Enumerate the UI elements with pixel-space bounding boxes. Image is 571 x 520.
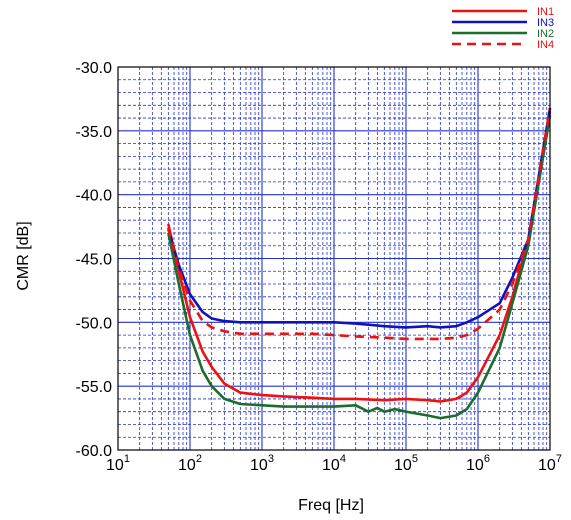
- x-tick-label: 104: [322, 453, 346, 474]
- plot-border: [117, 66, 551, 451]
- x-tick-label: 101: [106, 453, 130, 474]
- legend-label-in1: IN1: [537, 6, 554, 18]
- series-lines: [167, 107, 552, 420]
- legend-label-in3: IN3: [537, 17, 554, 29]
- x-tick-label: 106: [466, 453, 490, 474]
- grid: [118, 67, 550, 450]
- y-tick-label: -50.0: [76, 315, 113, 332]
- legend-label-in4: IN4: [537, 39, 554, 51]
- x-tick-label: 107: [538, 453, 562, 474]
- plot-frame: [117, 66, 551, 451]
- y-tick-label: -55.0: [76, 379, 113, 396]
- x-tick-label: 103: [250, 453, 274, 474]
- y-tick-label: -40.0: [76, 188, 113, 205]
- y-tick-label: -35.0: [76, 124, 113, 141]
- y-tick-label: -60.0: [76, 443, 113, 460]
- series-line-in1: [167, 111, 552, 403]
- x-tick-label: 102: [178, 453, 202, 474]
- legend-label-in2: IN2: [537, 28, 554, 40]
- y-tick-label: -30.0: [76, 60, 113, 77]
- x-axis-label: Freq [Hz]: [298, 497, 364, 514]
- series-line-in3: [167, 107, 552, 329]
- series-line-in4: [167, 108, 552, 341]
- series-line-in2: [167, 115, 552, 420]
- y-axis-label: CMR [dB]: [15, 221, 32, 290]
- y-tick-label: -45.0: [76, 252, 113, 269]
- x-tick-label: 105: [394, 453, 418, 474]
